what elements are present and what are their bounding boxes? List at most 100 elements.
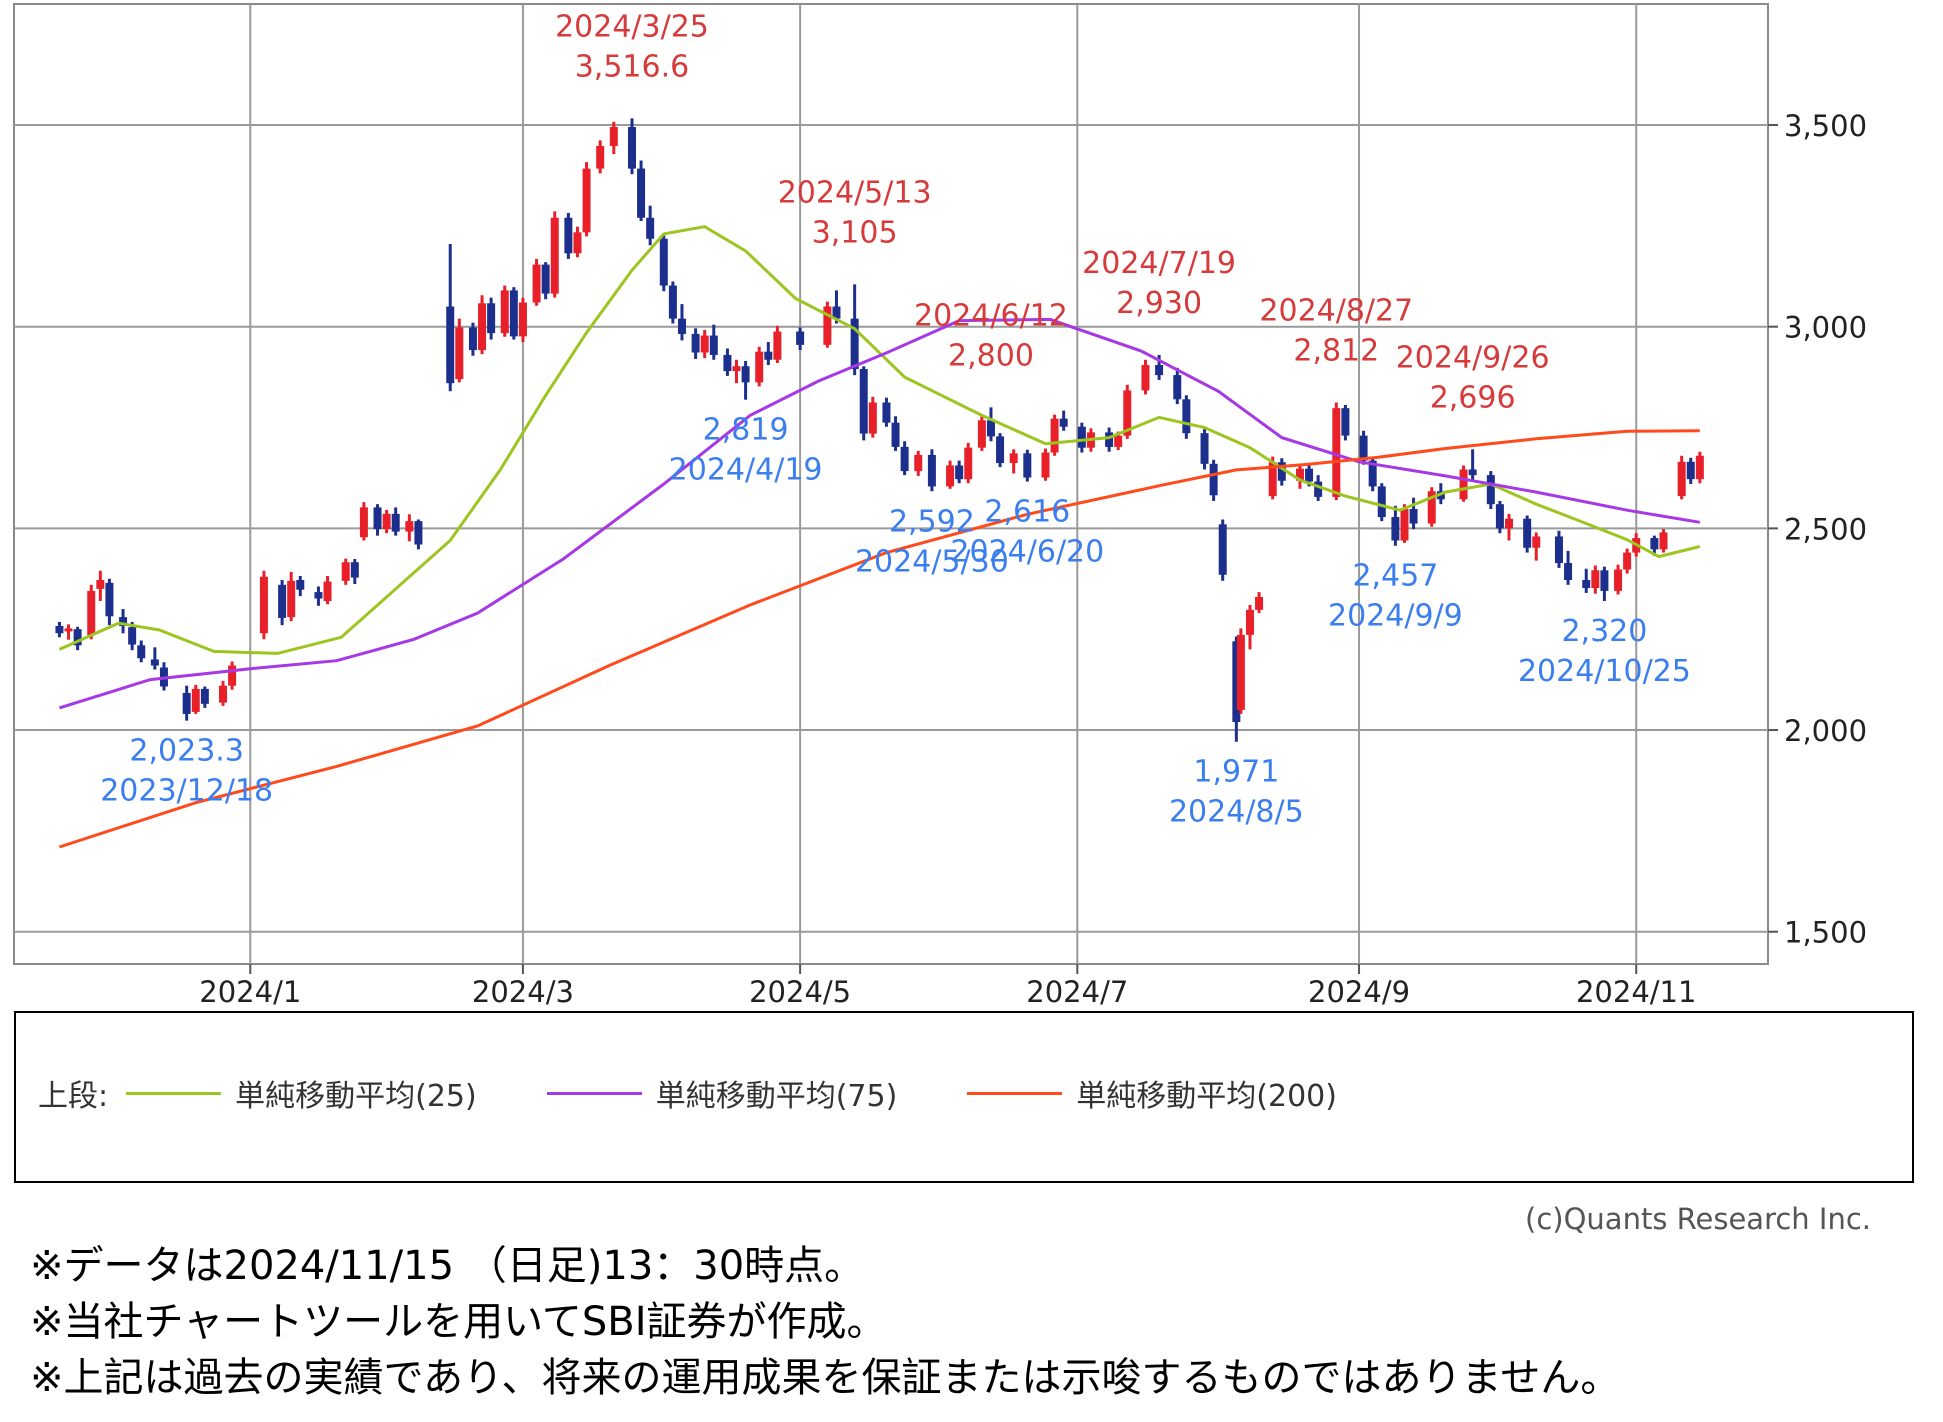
candle-body (1009, 453, 1018, 464)
low-date-label: 2024/8/5 (1169, 795, 1304, 830)
low-value-label: 1,971 (1193, 755, 1279, 790)
low-value-label: 2,320 (1561, 614, 1647, 649)
candle-body (1377, 486, 1386, 518)
candle-body (550, 217, 559, 294)
candle-body (1268, 462, 1277, 497)
legend-text-ma25: 単純移動平均(25) (235, 1079, 477, 1114)
legend-text-ma200: 単純移動平均(200) (1076, 1079, 1337, 1114)
candle-body (1314, 481, 1323, 497)
candle-body (1059, 418, 1068, 427)
candle-body (382, 513, 391, 530)
candle-body (677, 318, 686, 334)
candle-body (659, 238, 668, 286)
candle-body (582, 168, 591, 233)
low-value-label: 2,023.3 (129, 734, 244, 769)
high-date-label: 2024/5/13 (778, 175, 932, 210)
high-value-label: 3,516.6 (575, 49, 690, 84)
low-value-label: 2,592 (889, 504, 975, 539)
stock-chart: 1,500 2,000 2,500 3,000 3,500 2024/1 2024/3 202… (13, 3, 1867, 1009)
candle-body (1232, 641, 1241, 722)
candle-body (1695, 455, 1704, 480)
candle-body (1368, 460, 1377, 487)
candle-body (1305, 468, 1314, 482)
candle-body (1591, 570, 1600, 589)
high-value-label: 2,930 (1116, 286, 1202, 321)
legend-row: 上段: 単純移動平均(25) 単純移動平均(75) 単純移動平均(200) (38, 1071, 1407, 1115)
candle-body (296, 580, 305, 590)
candle-body (1686, 461, 1695, 480)
high-date-label: 2024/8/27 (1259, 294, 1413, 329)
low-value-label: 2,616 (984, 495, 1070, 530)
candle-body (1077, 426, 1086, 448)
y-tick-label: 1,500 (1784, 916, 1867, 950)
candle-body (64, 628, 73, 632)
note-disclaimer: ※上記は過去の実績であり、将来の運用成果を保証または示唆するものではありません。 (30, 1355, 1621, 1401)
note-source: ※当社チャートツールを用いてSBI証券が作成。 (30, 1299, 887, 1345)
plot-area (13, 3, 1769, 965)
candle-body (900, 446, 909, 472)
candle-body (1155, 365, 1164, 376)
ma-line-0 (58, 225, 1701, 655)
candle-body (796, 331, 805, 345)
low-date-label: 2024/6/20 (950, 535, 1104, 570)
candle-body (596, 145, 605, 169)
candle-body (350, 562, 359, 578)
candle-body (609, 127, 618, 146)
high-value-label: 2,800 (948, 338, 1034, 373)
ma-line-2 (58, 429, 1700, 849)
candle-body (1564, 563, 1573, 580)
candle-body (478, 303, 487, 351)
candle-body (627, 127, 636, 169)
x-tick-label: 2024/11 (1576, 975, 1696, 1009)
candle-body (914, 454, 923, 472)
high-date-label: 2024/3/25 (555, 9, 709, 44)
low-date-label: 2024/4/19 (669, 453, 823, 488)
candle-body (1623, 552, 1632, 570)
candle-body (55, 625, 64, 634)
candle-body (105, 582, 114, 617)
high-date-label: 2024/9/26 (1396, 340, 1550, 375)
candle-body (986, 420, 995, 437)
candle-body (1486, 475, 1495, 505)
candle-body (1200, 433, 1209, 464)
candle-body (182, 692, 191, 714)
legend-text-ma75: 単純移動平均(75) (655, 1079, 898, 1114)
candle-body (414, 521, 423, 545)
candle-body (832, 306, 841, 319)
candle-body (1600, 570, 1609, 591)
candle-body (709, 335, 718, 355)
candle-body (1332, 408, 1341, 497)
candle-body (532, 264, 541, 303)
candle-body (1255, 596, 1264, 610)
candle-body (1650, 538, 1659, 550)
candle-body (137, 645, 146, 659)
candle-body (1023, 453, 1032, 478)
candle-body (564, 217, 573, 254)
candle-body (1050, 418, 1059, 453)
y-tick-label: 2,000 (1784, 714, 1867, 748)
candle-body (977, 420, 986, 448)
candle-body (1359, 435, 1368, 461)
candle-body (1182, 399, 1191, 434)
candle-body (200, 688, 209, 704)
candle-body (1105, 432, 1114, 447)
candle-body (191, 688, 200, 712)
candle-body (500, 290, 509, 334)
candle-body (946, 465, 955, 487)
candle-body (359, 507, 368, 538)
candle-body (287, 580, 296, 618)
candle-body (373, 507, 382, 530)
x-tick-label: 2024/7 (1026, 975, 1128, 1009)
candle-body (1114, 435, 1123, 447)
candle-body (1409, 509, 1418, 524)
candle-body (868, 402, 877, 434)
x-tick-label: 2024/9 (1308, 975, 1410, 1009)
candle-body (700, 335, 709, 353)
candle-body (927, 454, 936, 487)
notes: ※データは2024/11/15 （日足)13：30時点。 ※当社チャートツールを… (30, 1238, 1620, 1406)
candle-body (278, 584, 287, 618)
candle-body (996, 436, 1005, 464)
candle-body (1459, 469, 1468, 500)
candle-body (228, 665, 237, 686)
candle-body (668, 285, 677, 319)
